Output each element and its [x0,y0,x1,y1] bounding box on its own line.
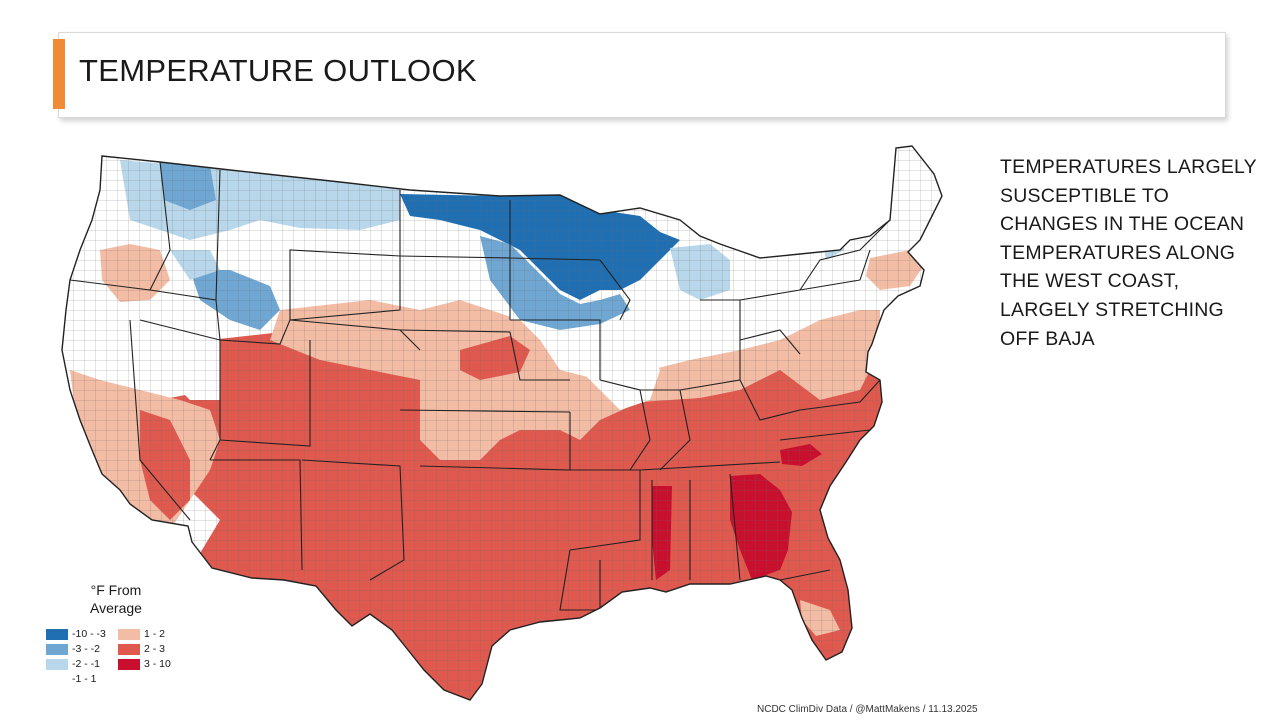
legend-swatch [118,658,140,670]
legend-item: 2 - 3 [118,643,165,655]
legend-swatch [118,643,140,655]
title-accent-bar [53,39,65,109]
legend-swatch [118,628,140,640]
legend-label: 2 - 3 [144,643,166,655]
legend-swatch [46,643,68,655]
legend-title-line2: Average [90,600,142,616]
legend-label: -3 - -2 [72,643,101,655]
legend-swatch [46,628,68,640]
legend-label: 1 - 2 [144,628,166,640]
legend-item: -2 - -1 [46,658,100,670]
page-title: TEMPERATURE OUTLOOK [79,53,477,88]
legend-item: 3 - 10 [118,658,171,670]
data-credit: NCDC ClimDiv Data / @MattMakens / 11.13.… [757,704,978,715]
us-temperature-map [40,140,960,710]
title-bar: TEMPERATURE OUTLOOK [53,32,1226,118]
legend-item: -10 - -3 [46,628,106,640]
legend-swatch [46,658,68,670]
legend-title-line1: °F From [90,582,142,598]
legend-label: -2 - -1 [72,658,101,670]
legend-item: -1 - 1 [46,673,97,685]
side-commentary: TEMPERATURES LARGELY SUSCEPTIBLE TO CHAN… [1000,156,1257,350]
us-outline [61,145,943,701]
legend-label: -10 - -3 [72,628,106,640]
legend-item: 1 - 2 [118,628,165,640]
legend-label: -1 - 1 [72,673,97,685]
map-svg [61,145,943,701]
legend-label: 3 - 10 [144,658,171,670]
legend-swatch [46,673,68,685]
legend-item: -3 - -2 [46,643,100,655]
state-borders [69,161,891,611]
legend-title: °F From Average [56,581,176,617]
map-legend: °F From Average -10 - -3 -3 - -2 -2 - -1… [46,581,196,685]
